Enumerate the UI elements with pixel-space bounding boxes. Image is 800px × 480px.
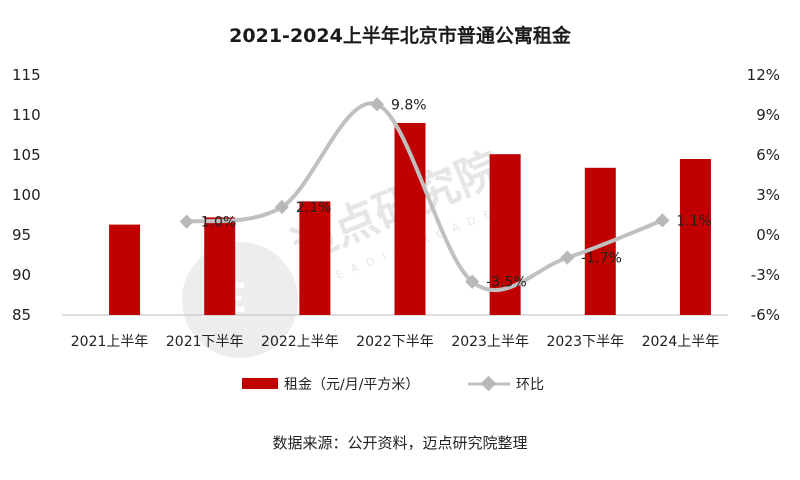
line-point [560,250,575,265]
category-labels: 2021上半年 2021下半年 2022上半年 2022下半年 2023上半年 2023下… [71,334,719,350]
right-tick-label: 9% [756,106,780,124]
chart-title: 2021-2024上半年北京市普通公寓租金 [229,24,572,47]
right-tick-label: 0% [756,226,780,244]
category-label: 2023上半年 [451,334,529,350]
right-tick-label: 12% [747,66,780,84]
line-point [179,214,194,229]
right-tick-label: 6% [756,146,780,164]
category-label: 2022下半年 [356,334,434,350]
line-series: 1.0% 2.1% 9.8% -3.5% -1.7% 1.1% [179,97,712,293]
bar [204,217,236,315]
right-tick-label: -6% [751,306,780,324]
bar [299,201,331,315]
left-tick-label: 100 [12,186,41,204]
line-point [655,213,670,228]
line-point [274,199,289,215]
legend-bar-swatch [242,378,278,389]
category-label: 2021下半年 [166,334,244,350]
legend-line-label: 环比 [516,377,544,393]
legend-bar-label: 租金（元/月/平方米） [284,377,419,393]
legend-line-marker [480,375,497,392]
category-label: 2024上半年 [642,334,720,350]
source-note: 数据来源：公开资料，迈点研究院整理 [272,434,527,452]
left-tick-label: 110 [12,106,41,124]
bar [109,224,141,315]
left-tick-label: 105 [12,146,41,164]
data-label: -3.5% [486,275,527,291]
category-label: 2022上半年 [261,334,339,350]
left-tick-label: 90 [12,266,31,284]
left-tick-label: 85 [12,306,31,324]
right-axis: -6% -3% 0% 3% 6% 9% 12% [747,66,780,324]
data-label: 1.1% [676,213,712,229]
left-tick-label: 115 [12,66,41,84]
left-axis: 85 90 95 100 105 110 115 [12,66,41,324]
category-label: 2021上半年 [71,334,149,350]
data-label: 9.8% [391,97,427,113]
right-tick-label: 3% [756,186,780,204]
bar [679,159,711,315]
line-point [465,274,480,289]
legend: 租金（元/月/平方米） 环比 [242,375,544,393]
right-tick-label: -3% [751,266,780,284]
data-label: -1.7% [581,251,622,267]
data-label: 1.0% [201,215,237,231]
left-tick-label: 95 [12,226,31,244]
category-label: 2023下半年 [546,334,624,350]
data-label: 2.1% [296,200,332,216]
line-point [369,97,385,112]
